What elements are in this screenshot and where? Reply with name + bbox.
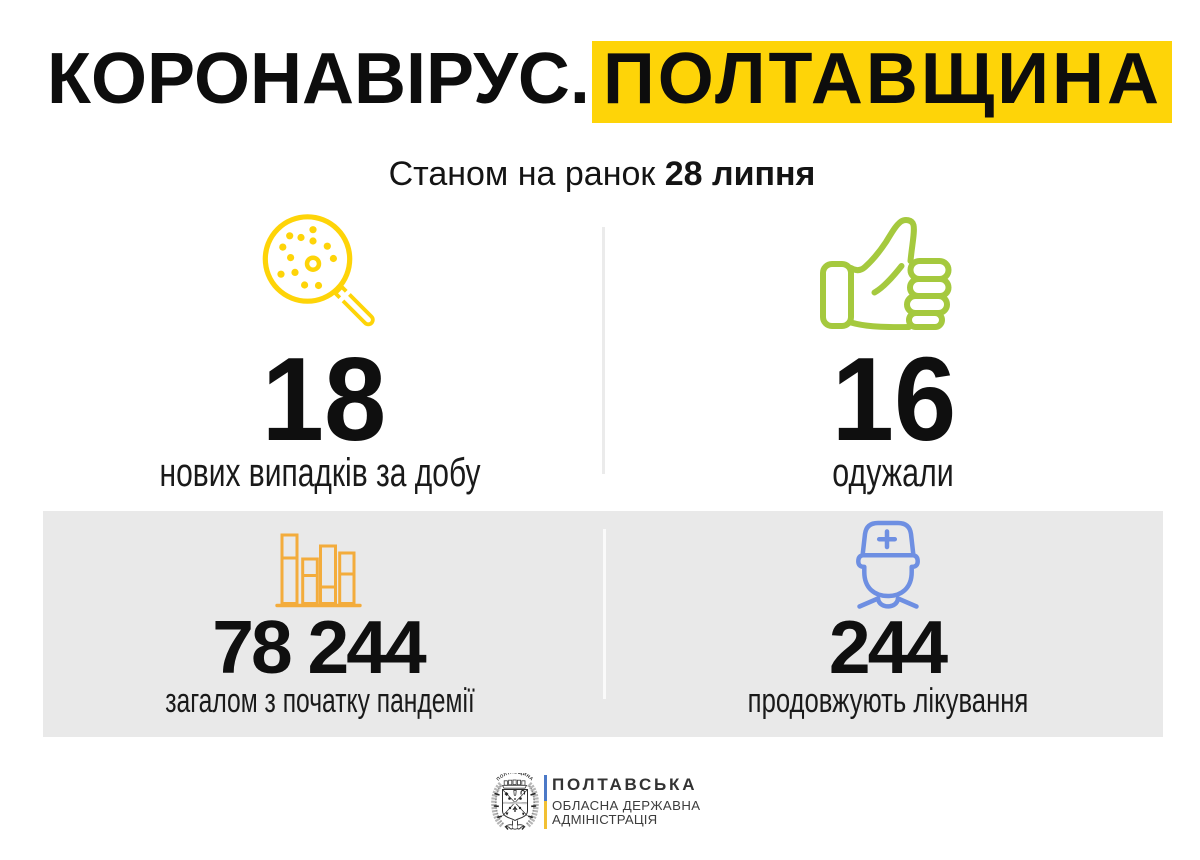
svg-text:ПОЛТАВЩИНА: ПОЛТАВЩИНА — [496, 773, 535, 782]
